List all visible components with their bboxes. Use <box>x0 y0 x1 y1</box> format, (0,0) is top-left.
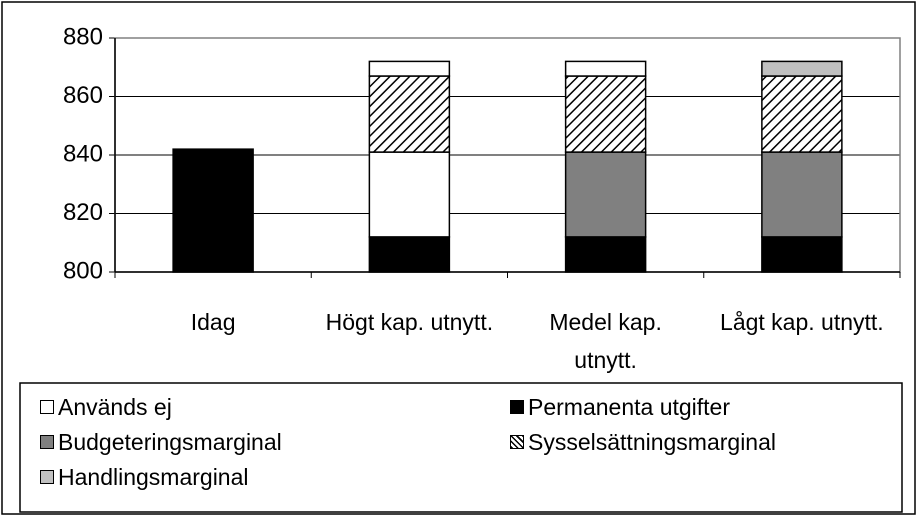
bar-segment <box>368 151 451 238</box>
legend-frame <box>19 382 903 513</box>
bar-segment <box>368 236 451 273</box>
legend-label: Sysselsättningsmarginal <box>528 429 777 455</box>
x-tick-label: Medel kap. utnytt. <box>549 309 662 373</box>
legend-item: Sysselsättningsmarginal <box>510 429 776 455</box>
legend-item: Permanenta utgifter <box>510 394 730 420</box>
bar-segment <box>564 60 647 77</box>
legend-swatch <box>510 435 524 449</box>
y-tick-label: 860 <box>63 82 103 109</box>
x-tick-label: Idag <box>190 309 236 335</box>
legend-swatch <box>40 470 54 484</box>
legend-label: Handlingsmarginal <box>58 464 249 490</box>
x-tick-label: Lågt kap. utnytt. <box>720 309 884 335</box>
bar-segment <box>564 75 647 153</box>
bar-segment <box>761 75 843 153</box>
bar-segment <box>368 60 451 77</box>
bar-segment <box>564 236 647 273</box>
y-tick-label: 800 <box>63 257 103 284</box>
legend-swatch <box>40 400 54 414</box>
legend-item: Handlingsmarginal <box>40 464 249 490</box>
y-tick-label: 840 <box>63 140 103 167</box>
legend-label: Permanenta utgifter <box>528 394 731 420</box>
legend-swatch <box>510 400 524 414</box>
y-tick-label: 820 <box>63 199 103 226</box>
bar-segment <box>172 148 254 273</box>
legend-label: Budgeteringsmarginal <box>58 429 282 455</box>
legend-swatch <box>40 435 54 449</box>
bar-segment <box>761 60 843 77</box>
legend-item: Budgeteringsmarginal <box>40 429 282 455</box>
y-tick-label: 880 <box>63 23 103 50</box>
legend-label: Används ej <box>58 394 172 420</box>
bar-segment <box>564 151 647 238</box>
bar-segment <box>368 75 451 153</box>
x-tick-label: Högt kap. utnytt. <box>325 309 494 335</box>
bar-segment <box>761 151 843 238</box>
bar-segment <box>761 236 843 273</box>
legend-item: Används ej <box>40 394 172 420</box>
